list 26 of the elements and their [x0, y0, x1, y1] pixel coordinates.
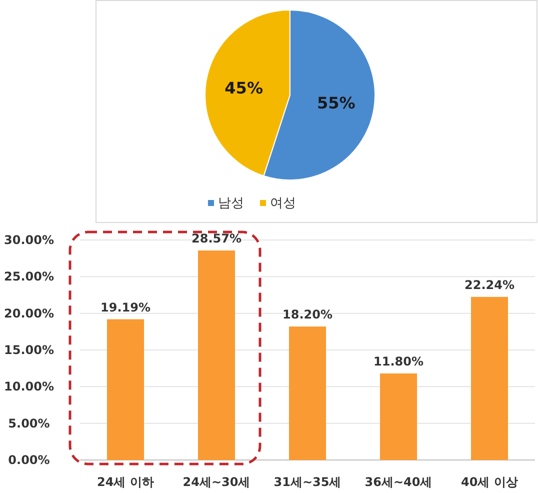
- data-label: 55%: [317, 93, 356, 112]
- data-label: 11.80%: [374, 354, 424, 368]
- x-tick-label: 36세~40세: [364, 475, 432, 489]
- legend-label: 남성: [218, 196, 244, 211]
- x-tick-label: 40세 이상: [461, 475, 518, 489]
- bar: [471, 296, 508, 460]
- data-label: 45%: [224, 78, 263, 98]
- y-tick-label: 5.00%: [8, 416, 50, 430]
- y-tick-label: 20.00%: [4, 306, 54, 320]
- y-tick-label: 30.00%: [4, 233, 54, 247]
- bar: [380, 373, 417, 460]
- bar: [198, 250, 235, 460]
- y-tick-label: 25.00%: [4, 270, 54, 284]
- data-label: 22.24%: [464, 278, 514, 292]
- data-label: 28.57%: [192, 231, 242, 246]
- legend-label: 여성: [270, 196, 296, 211]
- y-tick-label: 0.00%: [8, 453, 50, 467]
- x-tick-label: 24세~30세: [182, 475, 250, 489]
- x-tick-label: 31세~35세: [274, 475, 342, 489]
- bar: [289, 326, 326, 460]
- data-label: 19.19%: [100, 300, 150, 314]
- y-tick-label: 10.00%: [4, 380, 54, 394]
- y-tick-label: 15.00%: [4, 343, 54, 357]
- data-label: 18.20%: [282, 308, 332, 322]
- x-tick-label: 24세 이하: [97, 475, 154, 489]
- bar: [107, 319, 144, 460]
